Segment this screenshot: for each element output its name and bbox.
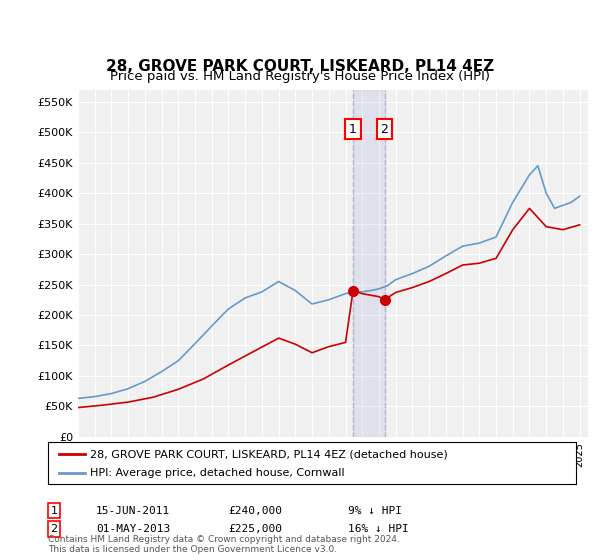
Text: £240,000: £240,000 [228,506,282,516]
Text: 9% ↓ HPI: 9% ↓ HPI [348,506,402,516]
Text: 01-MAY-2013: 01-MAY-2013 [96,524,170,534]
Text: 16% ↓ HPI: 16% ↓ HPI [348,524,409,534]
Text: 2: 2 [380,123,388,136]
Text: Price paid vs. HM Land Registry's House Price Index (HPI): Price paid vs. HM Land Registry's House … [110,70,490,83]
Text: £225,000: £225,000 [228,524,282,534]
Text: 28, GROVE PARK COURT, LISKEARD, PL14 4EZ: 28, GROVE PARK COURT, LISKEARD, PL14 4EZ [106,59,494,74]
Text: 2: 2 [50,524,58,534]
Text: 15-JUN-2011: 15-JUN-2011 [96,506,170,516]
Text: 1: 1 [349,123,357,136]
Text: 28, GROVE PARK COURT, LISKEARD, PL14 4EZ (detached house): 28, GROVE PARK COURT, LISKEARD, PL14 4EZ… [90,449,448,459]
Text: 1: 1 [50,506,58,516]
Text: Contains HM Land Registry data © Crown copyright and database right 2024.
This d: Contains HM Land Registry data © Crown c… [48,535,400,554]
Text: HPI: Average price, detached house, Cornwall: HPI: Average price, detached house, Corn… [90,468,345,478]
Bar [353,90,385,437]
